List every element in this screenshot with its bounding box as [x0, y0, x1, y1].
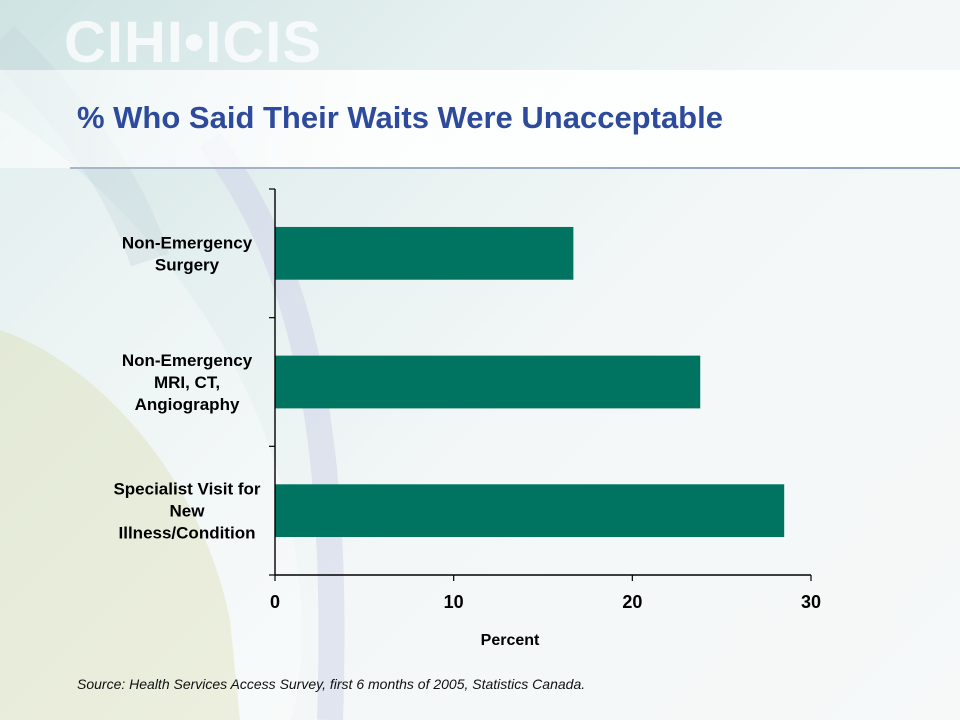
header-band — [0, 70, 960, 168]
x-tick-label: 20 — [622, 592, 642, 612]
bar-2 — [275, 355, 701, 409]
category-label-line: Illness/Condition — [119, 524, 256, 543]
source-note: Source: Health Services Access Survey, f… — [77, 676, 586, 692]
category-label-3: Specialist Visit for New Illness/Condition — [113, 480, 260, 543]
header-divider — [70, 167, 960, 169]
x-tick-label: 10 — [444, 592, 464, 612]
category-label-line: Non-Emergency — [122, 351, 253, 370]
category-label-line: New — [170, 502, 206, 521]
category-label-line: Non-Emergency — [122, 233, 253, 252]
cihi-logo: CIHI•ICIS — [64, 10, 323, 75]
category-label-line: Angiography — [135, 395, 240, 414]
bar-1 — [275, 226, 574, 280]
x-tick-label: 30 — [801, 592, 821, 612]
category-label-line: MRI, CT, — [154, 373, 220, 392]
category-label-line: Specialist Visit for — [113, 480, 260, 499]
category-label-line: Surgery — [155, 255, 220, 274]
x-axis-title: Percent — [481, 632, 540, 649]
category-label-1: Non-Emergency Surgery — [122, 233, 253, 274]
bar-3 — [275, 484, 785, 538]
category-label-2: Non-Emergency MRI, CT, Angiography — [122, 351, 253, 414]
page-title: % Who Said Their Waits Were Unacceptable — [77, 100, 723, 135]
x-tick-label: 0 — [270, 592, 280, 612]
